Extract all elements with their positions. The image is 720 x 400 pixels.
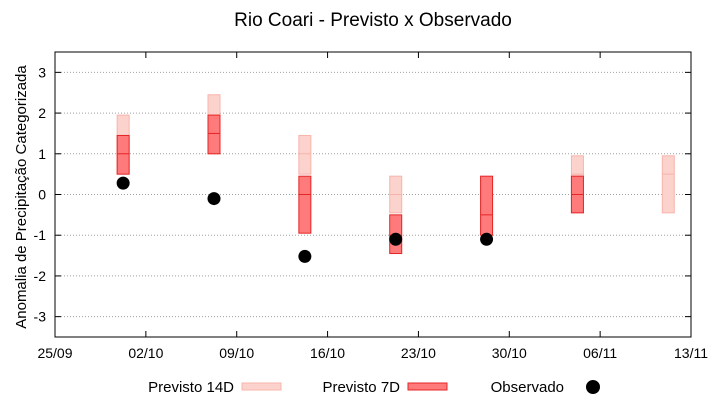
legend-label-observado: Observado — [491, 379, 564, 396]
x-tick-label: 16/10 — [310, 345, 345, 361]
x-tick-label: 23/10 — [401, 345, 436, 361]
y-tick-label: 0 — [38, 187, 46, 203]
point-observado — [207, 192, 221, 206]
x-tick-label: 09/10 — [219, 345, 254, 361]
y-tick-label: -1 — [34, 227, 47, 243]
data-marks — [116, 94, 675, 263]
gridlines — [55, 71, 691, 318]
chart-title: Rio Coari - Previsto x Observado — [234, 10, 512, 31]
legend: Previsto 14D Previsto 7D Observado — [148, 379, 600, 396]
y-tick-label: -2 — [34, 268, 47, 284]
legend-label-previsto-7d: Previsto 7D — [322, 379, 400, 396]
box-previsto-14d — [661, 155, 675, 214]
legend-marker-observado — [586, 380, 600, 394]
point-observado — [480, 232, 494, 246]
x-tick-label: 06/11 — [583, 345, 617, 361]
box-previsto-7d — [116, 134, 130, 175]
point-observado — [116, 176, 130, 190]
y-tick-label: 2 — [38, 105, 46, 121]
y-axis-ticks: 3 2 1 0 -1 -2 -3 — [34, 64, 691, 325]
box-previsto-7d — [480, 175, 494, 236]
box-previsto-7d — [207, 114, 221, 155]
y-tick-label: -3 — [34, 309, 47, 325]
x-tick-label: 30/10 — [492, 345, 527, 361]
legend-swatch-previsto-14d — [241, 382, 282, 391]
y-tick-label: 3 — [38, 64, 46, 80]
y-axis-label: Anomalia de Precipitação Categorizada — [13, 65, 30, 329]
point-observado — [389, 232, 403, 246]
legend-swatch-previsto-7d — [407, 382, 448, 391]
x-tick-label: 02/10 — [128, 345, 163, 361]
box-previsto-7d — [298, 175, 312, 234]
point-observado — [298, 249, 312, 263]
box-previsto-14d — [298, 134, 312, 175]
y-tick-label: 1 — [38, 146, 46, 162]
legend-label-previsto-14d: Previsto 14D — [148, 379, 234, 396]
x-tick-label: 25/09 — [37, 345, 72, 361]
x-tick-label: 13/11 — [674, 345, 708, 361]
x-axis-ticks: 25/09 02/10 09/10 16/10 23/10 30/10 06/11 13/11 — [37, 52, 708, 361]
